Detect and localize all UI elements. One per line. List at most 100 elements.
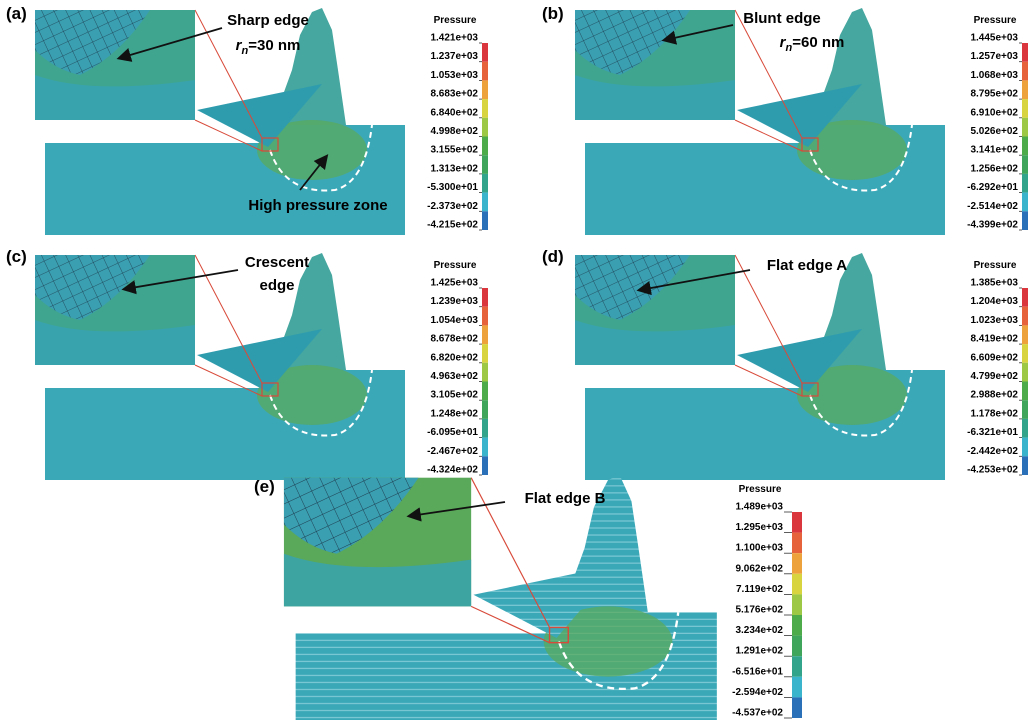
colorbar-segment [482,43,488,62]
colorbar-segment [482,155,488,174]
colorbar-label: 8.795e+02 [970,89,1018,100]
panel-label: (d) [542,247,564,266]
colorbar-label: 1.239e+03 [430,296,478,307]
colorbar-segment [482,344,488,363]
colorbar-label: 1.204e+03 [970,296,1018,307]
colorbar-segment [1022,382,1028,401]
colorbar-label: -2.373e+02 [427,201,478,212]
colorbar-label: -4.253e+02 [967,465,1018,476]
colorbar-segment [482,400,488,419]
colorbar-segment [482,307,488,326]
colorbar-segment [482,325,488,344]
colorbar-segment [792,615,802,636]
colorbar-segment [792,656,802,677]
colorbar-segment [482,438,488,457]
panel-label: (c) [6,247,27,266]
colorbar-segment [482,419,488,438]
colorbar-label: -6.516e+01 [732,666,783,677]
colorbar-segment [482,193,488,212]
colorbar-segment [1022,211,1028,230]
colorbar-label: 1.313e+02 [430,163,478,174]
colorbar-segment [482,62,488,81]
colorbar-label: -6.292e+01 [967,182,1018,193]
colorbar-segment [792,533,802,554]
colorbar-label: 6.609e+02 [970,352,1018,363]
colorbar-label: 6.820e+02 [430,352,478,363]
colorbar-label: -5.300e+01 [427,182,478,193]
colorbar-label: 8.683e+02 [430,89,478,100]
colorbar-label: 1.421e+03 [430,33,478,44]
note: High pressure zone [248,197,387,214]
colorbar-segment [482,137,488,156]
simulation [575,253,945,480]
simulation [284,475,717,720]
figure: (a)Sharp edgern=30 nmHigh pressure zoneP… [0,0,1028,720]
colorbar-segment [1022,118,1028,137]
colorbar-segment [1022,155,1028,174]
panel: (b)Blunt edgern=60 nmPressure1.445e+031.… [542,4,1028,235]
colorbar-label: 3.141e+02 [970,145,1018,156]
colorbar-segment [792,697,802,718]
colorbar-label: -4.215e+02 [427,220,478,231]
colorbar-label: 1.445e+03 [970,33,1018,44]
colorbar-label: 6.910e+02 [970,107,1018,118]
colorbar-segment [792,594,802,615]
colorbar-label: 1.425e+03 [430,278,478,289]
colorbar-title: Pressure [974,15,1017,26]
colorbar-label: 1.178e+02 [970,408,1018,419]
colorbar-segment [1022,419,1028,438]
colorbar-segment [792,512,802,533]
colorbar-segment [1022,137,1028,156]
colorbar-label: 1.248e+02 [430,408,478,419]
radius-label: rn=30 nm [236,37,301,57]
radius-value: =30 nm [248,37,300,54]
colorbar-label: 4.963e+02 [430,371,478,382]
colorbar-label: 2.988e+02 [970,390,1018,401]
colorbar-label: 9.062e+02 [735,563,783,574]
colorbar-label: -4.324e+02 [427,465,478,476]
colorbar-segment [1022,307,1028,326]
colorbar-segment [1022,43,1028,62]
colorbar-label: 1.256e+02 [970,163,1018,174]
colorbar-label: -6.321e+01 [967,427,1018,438]
colorbar-label: -2.467e+02 [427,446,478,457]
colorbar-label: 5.176e+02 [735,605,783,616]
colorbar-segment [1022,438,1028,457]
colorbar-label: -2.514e+02 [967,201,1018,212]
colorbar-label: 8.419e+02 [970,334,1018,345]
colorbar-segment [1022,400,1028,419]
colorbar-label: 6.840e+02 [430,107,478,118]
colorbar-label: 1.489e+03 [735,502,783,513]
colorbar-label: -6.095e+01 [427,427,478,438]
annotation: Flat edge B [525,490,606,507]
annotation: Blunt edge [743,10,821,27]
colorbar-segment [1022,174,1028,193]
colorbar-label: 5.026e+02 [970,126,1018,137]
colorbar-label: 7.119e+02 [736,584,783,595]
colorbar-label: 1.053e+03 [430,70,478,81]
colorbar-segment [1022,344,1028,363]
colorbar-segment [792,574,802,595]
colorbar-segment [482,288,488,307]
colorbar-segment [792,553,802,574]
colorbar-label: 1.291e+02 [735,646,783,657]
panel: (d)Flat edge APressure1.385e+031.204e+03… [542,247,1028,480]
colorbar-label: -2.594e+02 [732,687,783,698]
panel: (e)Flat edge BPressure1.489e+031.295e+03… [254,475,802,720]
colorbar-label: 4.799e+02 [970,371,1018,382]
simulation [575,8,945,235]
colorbar-label: 1.237e+03 [430,51,478,62]
colorbar-segment [1022,288,1028,307]
colorbar-title: Pressure [434,260,477,271]
radius-label: rn=60 nm [780,34,845,54]
colorbar-label: -2.442e+02 [967,446,1018,457]
colorbar-label: -4.399e+02 [967,220,1018,231]
colorbar-label: 1.295e+03 [735,522,783,533]
annotation: Flat edge A [767,257,847,274]
colorbar-label: 4.998e+02 [430,126,478,137]
colorbar-label: 3.105e+02 [430,390,478,401]
colorbar-segment [1022,325,1028,344]
annotation: edge [259,277,294,294]
colorbar-label: 1.100e+03 [735,543,783,554]
colorbar-label: 3.234e+02 [735,625,783,636]
